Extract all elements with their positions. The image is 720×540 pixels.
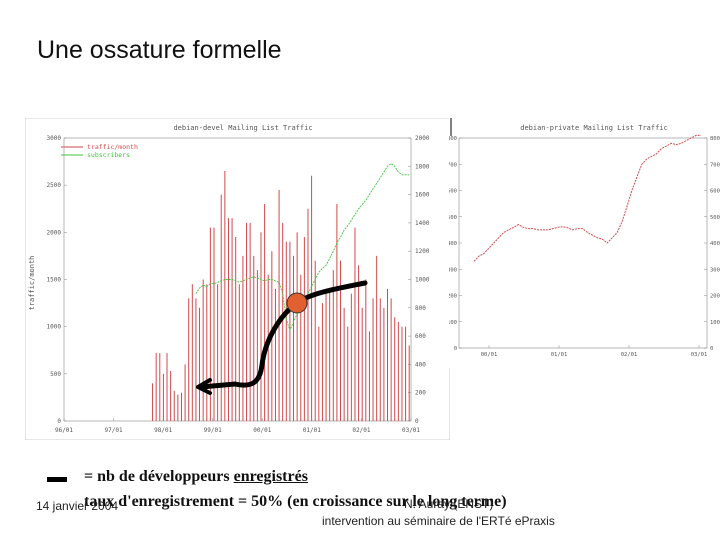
x-tick-label: 01/01 <box>303 427 321 434</box>
x-tick-label: 00/01 <box>481 352 498 358</box>
y-tick-label: 200 <box>449 294 457 300</box>
y2-tick-label: 700 <box>710 162 720 168</box>
y2-tick-label: 600 <box>415 333 426 340</box>
y2-tick-label: 400 <box>710 241 720 247</box>
y2-tick-label: 800 <box>710 136 720 142</box>
chart-title: debian-private Mailing List Traffic <box>520 124 668 132</box>
legend-text-underlined: enregistrés <box>233 468 308 485</box>
developers-legend-text: = nb de développeurs enregistrés <box>84 468 308 485</box>
y-tick-label: 1500 <box>47 277 62 284</box>
chart-title: debian-devel Mailing List Traffic <box>173 124 312 132</box>
y2-tick-label: 100 <box>710 320 720 326</box>
y-tick-label: 500 <box>449 215 457 221</box>
y-tick-label: 400 <box>449 241 457 247</box>
x-tick-label: 02/01 <box>621 352 638 358</box>
y-tick-label: 100 <box>449 320 457 326</box>
y2-tick-label: 800 <box>415 305 426 312</box>
y2-tick-label: 0 <box>710 346 713 352</box>
y2-tick-label: 1600 <box>415 192 430 199</box>
y2-tick-label: 200 <box>415 390 426 397</box>
x-tick-label: 97/01 <box>105 427 123 434</box>
y2-tick-label: 1400 <box>415 220 430 227</box>
y-tick-label: 0 <box>454 346 457 352</box>
legend-item-subscribers: subscribers <box>87 151 130 159</box>
y2-tick-label: 200 <box>710 294 720 300</box>
footer-event: intervention au séminaire de l'ERTé ePra… <box>322 514 555 528</box>
x-tick-label: 98/01 <box>154 427 172 434</box>
x-tick-label: 01/01 <box>551 352 568 358</box>
x-tick-label: 03/01 <box>402 427 420 434</box>
x-tick-label: 02/01 <box>352 427 370 434</box>
y-tick-label: 0 <box>57 418 61 425</box>
y2-tick-label: 400 <box>415 361 426 368</box>
y-tick-label: 800 <box>449 136 457 142</box>
y-tick-label: 300 <box>449 267 457 273</box>
y2-tick-label: 1000 <box>415 277 430 284</box>
y-tick-label: 2000 <box>47 229 62 236</box>
x-tick-label: 96/01 <box>55 427 73 434</box>
y-tick-label: 3000 <box>47 135 62 142</box>
y2-tick-label: 1800 <box>415 163 430 170</box>
developers-legend-swatch <box>47 477 67 482</box>
y-tick-label: 2500 <box>47 182 62 189</box>
y-tick-label: 1000 <box>47 324 62 331</box>
y2-tick-label: 0 <box>415 418 419 425</box>
legend-item-traffic: traffic/month <box>87 143 138 151</box>
y2-tick-label: 500 <box>710 215 720 221</box>
debian-private-traffic-chart: debian-private Mailing List Traffic 0 100… <box>449 118 720 368</box>
slide-title: Une ossature formelle <box>37 36 282 64</box>
y2-tick-label: 600 <box>710 189 720 195</box>
y2-tick-label: 1200 <box>415 248 430 255</box>
x-tick-label: 99/01 <box>204 427 222 434</box>
debian-devel-traffic-chart: debian-devel Mailing List Traffic traffi… <box>25 118 450 440</box>
y-axis-label: traffic/month <box>28 256 36 311</box>
y2-tick-label: 2000 <box>415 135 430 142</box>
footer-date: 14 janvier 2004 <box>36 499 119 513</box>
y-tick-label: 700 <box>449 162 457 168</box>
registration-rate-text: taux d'enregistrement = 50% (en croissan… <box>84 493 507 510</box>
x-tick-label: 03/01 <box>691 352 708 358</box>
footer-author: N. Auray (ENST) <box>404 497 494 511</box>
traffic-line <box>473 134 701 262</box>
x-tick-label: 00/01 <box>253 427 271 434</box>
y-tick-label: 500 <box>50 371 61 378</box>
legend: traffic/month subscribers <box>61 143 138 159</box>
y2-tick-label: 300 <box>710 267 720 273</box>
y-tick-label: 600 <box>449 189 457 195</box>
